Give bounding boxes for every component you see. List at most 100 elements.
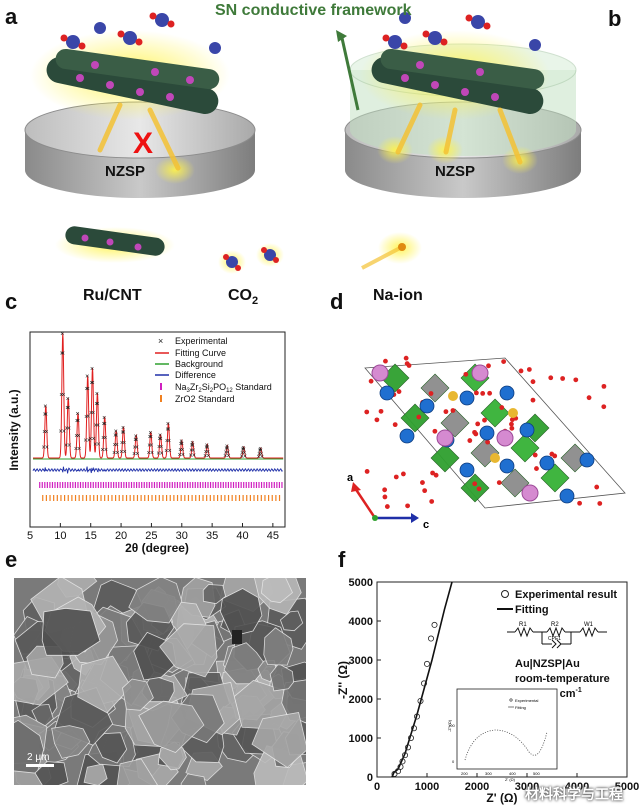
inset-ylabel: -Z'' (Ω)	[447, 719, 452, 732]
xrd-difference	[32, 466, 283, 474]
grain	[116, 758, 158, 785]
xrd-experimental-point: ×	[119, 449, 123, 456]
oxygen-atom	[476, 486, 482, 492]
xrd-zro2-tick	[111, 495, 113, 501]
xrd-nzsp-tick	[281, 482, 283, 488]
xrd-nzsp-tick	[87, 482, 89, 488]
xrd-nzsp-tick	[179, 482, 181, 488]
oxygen-atom	[534, 466, 539, 471]
xrd-experimental-point: ×	[191, 448, 195, 455]
xrd-nzsp-tick	[273, 482, 275, 488]
oxygen-atom	[472, 429, 477, 435]
xrd-zro2-tick	[184, 495, 186, 501]
panel-label-b: b	[608, 6, 622, 31]
eis-xtick-label: 0	[374, 781, 380, 793]
inset-xtick-2: 400	[509, 771, 516, 776]
xrd-zro2-tick	[173, 495, 175, 501]
xrd-experimental-point: ×	[65, 405, 69, 412]
xrd-experimental-point: ×	[42, 444, 46, 451]
sem-scalebar	[26, 764, 54, 767]
crystal-structure: a c	[347, 355, 626, 531]
xrd-nzsp-tick	[199, 482, 201, 488]
xrd-xtick-label: 15	[85, 530, 97, 542]
xrd-experimental-point: ×	[93, 441, 97, 448]
grain	[128, 578, 183, 624]
eis-experimental-point	[431, 621, 438, 628]
oxygen-atom	[382, 487, 388, 493]
xrd-experimental-point: ×	[113, 433, 117, 440]
oxygen-atom	[443, 409, 449, 415]
xrd-experimental-point: ×	[86, 414, 90, 421]
panel-label-e: e	[5, 547, 18, 572]
grain	[51, 725, 91, 759]
zr-atom	[539, 455, 555, 471]
xrd-experimental-point: ×	[87, 437, 91, 444]
xrd-zro2-tick	[56, 495, 58, 501]
xrd-experimental-point: ×	[165, 438, 169, 445]
polyhedron	[540, 463, 570, 493]
equivalent-circuit	[507, 626, 607, 649]
oxygen-atom	[364, 469, 370, 474]
polyhedron	[420, 373, 450, 403]
xrd-zro2-tick	[85, 495, 88, 501]
xrd-zro2-tick	[217, 495, 219, 501]
oxygen-atom	[432, 428, 438, 434]
xrd-xtick-label: 30	[176, 530, 188, 542]
xrd-zro2-tick	[166, 495, 168, 501]
xrd-zro2-tick	[231, 495, 233, 501]
xrd-experimental-point: ×	[190, 442, 194, 449]
grain	[251, 712, 306, 769]
xrd-nzsp-tick	[146, 482, 148, 488]
xrd-zro2-tick	[60, 495, 62, 501]
zr-atom	[499, 458, 515, 474]
xrd-nzsp-tick	[207, 482, 209, 488]
xrd-nzsp-tick	[62, 482, 64, 488]
pore	[232, 630, 242, 644]
eis-experimental-point	[402, 752, 409, 759]
xrd-nzsp-tick	[174, 482, 176, 488]
xrd-zro2-tick	[82, 495, 84, 501]
oxygen-atom	[374, 417, 380, 423]
xrd-nzsp-tick	[143, 482, 145, 488]
xrd-zro2-tick	[155, 495, 157, 501]
xrd-experimental-point: ×	[88, 436, 92, 443]
oxygen-atom	[400, 471, 406, 477]
eis-ytick-label: 2000	[349, 694, 373, 706]
zr-atom	[519, 422, 535, 438]
xrd-experimental-point: ×	[204, 449, 208, 456]
xrd-experimental-point: ×	[160, 451, 164, 458]
xrd-experimental-point: ×	[61, 392, 65, 399]
xrd-nzsp-tick	[113, 482, 115, 488]
xrd-zro2-tick	[176, 495, 179, 501]
xrd-experimental-point: ×	[257, 454, 261, 461]
oxygen-atom	[509, 421, 514, 427]
legend-nzsp-standard: Na3Zr2Si2PO12 Standard	[175, 382, 272, 394]
xrd-experimental-point: ×	[149, 434, 153, 441]
xrd-experimental-point: ×	[43, 404, 47, 411]
xrd-nzsp-tick	[136, 482, 138, 488]
xrd-experimental-point: ×	[95, 391, 99, 398]
xrd-nzsp-tick	[95, 482, 97, 488]
xrd-nzsp-tick	[171, 482, 173, 488]
eis-experimental-point	[405, 744, 412, 751]
xrd-experimental-point: ×	[77, 446, 81, 453]
grain	[263, 627, 294, 666]
polyhedron	[480, 398, 510, 428]
legend-fitting-f: Fitting	[515, 604, 549, 616]
oxygen-atom	[480, 391, 486, 396]
legend-experimental: Experimental	[175, 336, 228, 346]
xrd-experimental-point: ×	[113, 442, 117, 449]
xrd-nzsp-tick	[164, 482, 166, 488]
xrd-experimental-point: ×	[114, 429, 118, 436]
xrd-experimental-point: ×	[84, 438, 88, 445]
xrd-experimental-point: ×	[164, 448, 168, 455]
xrd-experimental-point: ×	[241, 446, 245, 453]
xrd-experimental-point: ×	[168, 448, 172, 455]
xrd-nzsp-tick	[49, 482, 51, 488]
xrd-nzsp-tick	[220, 482, 222, 488]
xrd-experimental-point: ×	[86, 386, 90, 393]
xrd-experimental-point: ×	[133, 437, 137, 444]
eis-ytick-label: 5000	[349, 577, 373, 589]
xrd-chart: × × × × × × × × × × × × × × × × × × × × × × × × × × × × × × × × × × × × × × × ×…	[5, 320, 305, 555]
legend-difference: Difference	[175, 370, 216, 380]
